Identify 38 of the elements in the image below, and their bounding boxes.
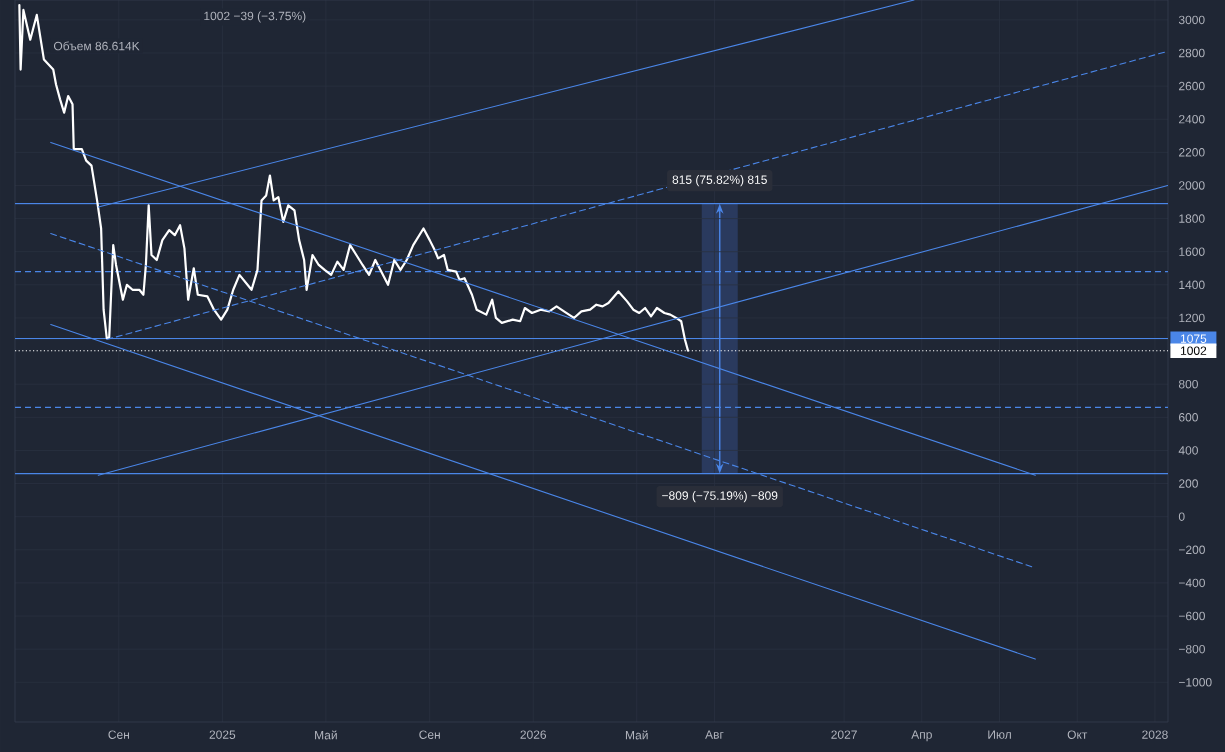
annotation: −809 (−75.19%) −809 <box>662 490 778 503</box>
x-tick-label: Июл <box>988 730 1011 739</box>
annotation: 1002 −39 (−3.75%) <box>204 11 306 23</box>
y-tick-label: 2400 <box>1179 114 1205 124</box>
x-tick-label: Сен <box>419 730 440 739</box>
ref-line-label: 1002 <box>1180 346 1207 355</box>
y-tick-label: −200 <box>1179 545 1205 555</box>
y-tick-label: 1200 <box>1179 313 1205 323</box>
y-tick-label: 1400 <box>1179 280 1205 290</box>
ref-line-label: 1075 <box>1180 334 1207 343</box>
y-tick-label: 2600 <box>1179 81 1205 91</box>
y-tick-label: 2200 <box>1179 148 1205 157</box>
annotation: 815 (75.82%) 815 <box>672 175 767 187</box>
x-tick-label: Апр <box>911 730 932 742</box>
y-tick-label: 1600 <box>1179 247 1205 256</box>
x-tick-label: Авг <box>705 730 724 739</box>
y-tick-label: 3000 <box>1178 15 1205 25</box>
x-tick-label: 2027 <box>831 730 857 739</box>
y-tick-label: 200 <box>1179 479 1198 488</box>
annotation: Объем 86.614K <box>53 41 140 51</box>
y-tick-label: 400 <box>1178 446 1198 455</box>
x-tick-label: Май <box>625 730 648 740</box>
y-tick-label: 2000 <box>1179 181 1205 190</box>
x-tick-label: 2025 <box>209 730 236 739</box>
y-tick-label: 800 <box>1178 379 1198 389</box>
y-tick-label: −600 <box>1179 611 1205 621</box>
x-tick-label: Сен <box>108 730 129 739</box>
x-tick-label: Окт <box>1067 730 1088 739</box>
x-tick-label: 2028 <box>1142 730 1168 739</box>
y-tick-label: 0 <box>1178 512 1185 521</box>
y-tick-label: 1800 <box>1179 214 1205 223</box>
y-tick-label: 2800 <box>1179 48 1205 58</box>
y-tick-label: 600 <box>1179 413 1198 422</box>
y-tick-label: −400 <box>1179 578 1205 588</box>
x-tick-label: 2026 <box>520 730 547 739</box>
x-tick-label: Май <box>315 730 337 740</box>
y-tick-label: −1000 <box>1179 678 1212 687</box>
y-tick-label: −800 <box>1179 644 1205 654</box>
